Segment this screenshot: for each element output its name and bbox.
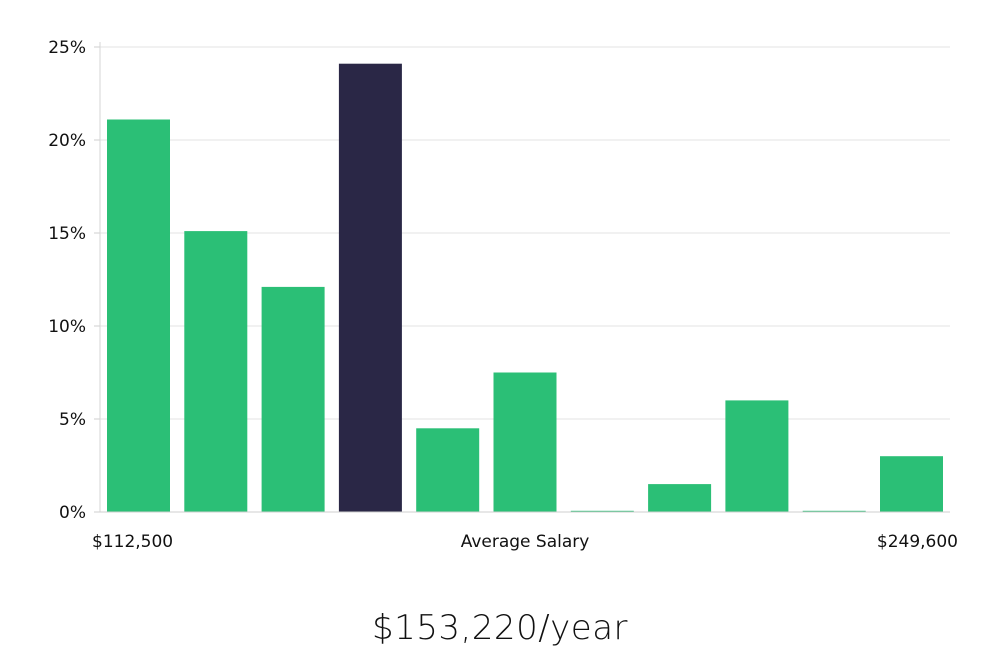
bar [570, 510, 634, 512]
bar [107, 119, 170, 512]
y-tick-label: 10% [48, 317, 86, 337]
x-min-label: $112,500 [92, 532, 173, 552]
bar [493, 372, 557, 512]
y-tick-label: 0% [59, 503, 86, 523]
bar [416, 428, 480, 512]
x-max-label: $249,600 [877, 532, 958, 552]
y-axis-ticks: 0% 5% 10% 15% 20% 25% [48, 38, 100, 523]
bar [802, 510, 866, 512]
y-tick-label: 25% [48, 38, 86, 58]
average-salary-value: $153,220/year [371, 608, 629, 648]
salary-histogram: 0% 5% 10% 15% 20% 25% $112,500 Average Salary… [48, 38, 958, 552]
y-tick-label: 15% [48, 224, 86, 244]
y-tick-label: 20% [48, 131, 86, 151]
bar [184, 231, 248, 512]
bars [107, 63, 943, 512]
highlighted-bar [338, 63, 402, 512]
bar [648, 484, 712, 512]
bar [880, 456, 943, 512]
x-axis-title: Average Salary [461, 532, 590, 552]
bar [261, 286, 325, 512]
y-tick-label: 5% [59, 410, 86, 430]
bar [725, 400, 789, 512]
